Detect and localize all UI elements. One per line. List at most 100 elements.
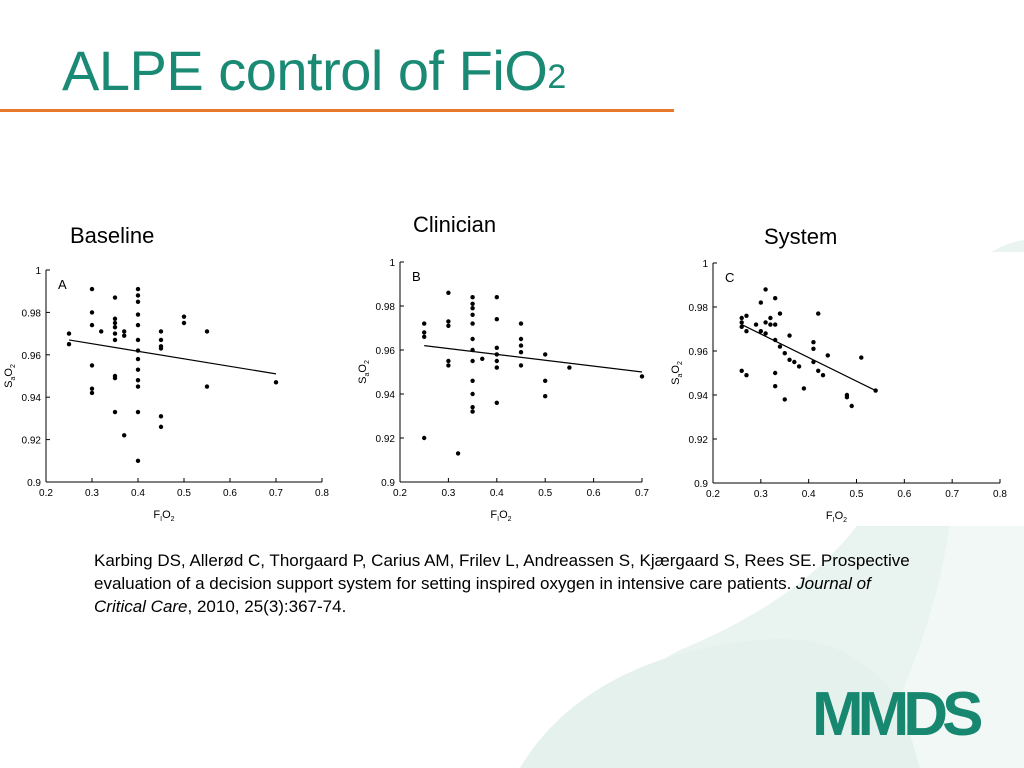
data-point bbox=[89, 390, 95, 396]
data-point bbox=[758, 300, 764, 305]
data-point bbox=[112, 316, 118, 321]
x-tick-label: 0.8 bbox=[315, 488, 329, 499]
data-point bbox=[122, 433, 127, 438]
data-point bbox=[772, 370, 778, 376]
title-underline bbox=[0, 109, 674, 112]
data-point bbox=[772, 384, 778, 389]
data-point bbox=[112, 337, 118, 343]
data-point bbox=[446, 319, 451, 324]
x-tick-label: 0.4 bbox=[802, 489, 816, 500]
data-point bbox=[135, 409, 141, 415]
data-point bbox=[744, 313, 749, 318]
x-tick-label: 0.6 bbox=[223, 488, 237, 499]
data-point bbox=[470, 358, 475, 364]
y-tick-label: 0.9 bbox=[694, 479, 708, 490]
scatter-plot-baseline: 0.2 0.3 0.4 0.5 0.6 0.7 0.8 0.9 0.92 0.94 0.96 0.98… bbox=[0, 258, 338, 526]
data-point bbox=[135, 458, 141, 463]
x-tick-label: 0.5 bbox=[177, 488, 191, 499]
data-point bbox=[744, 373, 749, 378]
data-point bbox=[470, 321, 475, 326]
data-point bbox=[158, 414, 164, 419]
data-point bbox=[89, 286, 95, 292]
x-tick-label: 0.7 bbox=[269, 488, 283, 499]
x-axis-label: FIO2 bbox=[153, 509, 174, 523]
data-point bbox=[89, 310, 95, 315]
data-point bbox=[518, 343, 524, 348]
data-point bbox=[543, 352, 548, 357]
mmds-logo: MMDS bbox=[812, 685, 987, 741]
y-tick-label: 0.98 bbox=[22, 308, 42, 319]
data-point bbox=[112, 331, 118, 336]
label-clinician: Clinician bbox=[413, 212, 497, 237]
data-point bbox=[470, 295, 475, 300]
data-point bbox=[494, 345, 499, 350]
data-point bbox=[89, 322, 95, 328]
reference-text: Karbing DS, Allerød C, Thorgaard P, Cari… bbox=[94, 551, 910, 593]
data-point bbox=[849, 403, 854, 409]
data-point bbox=[112, 375, 118, 381]
data-point bbox=[763, 320, 768, 325]
x-tick-label: 0.3 bbox=[441, 488, 455, 499]
data-point bbox=[518, 321, 524, 326]
x-tick-label: 0.6 bbox=[587, 488, 601, 499]
data-point bbox=[480, 356, 485, 361]
data-point bbox=[422, 334, 427, 339]
x-tick-label: 0.2 bbox=[39, 488, 53, 499]
data-point bbox=[470, 378, 475, 383]
data-point bbox=[122, 329, 127, 334]
data-point bbox=[758, 329, 764, 334]
data-point bbox=[135, 322, 141, 328]
data-point bbox=[777, 311, 783, 316]
data-point bbox=[811, 340, 816, 345]
data-point bbox=[859, 355, 864, 360]
y-tick-label: 1 bbox=[702, 259, 708, 270]
data-point bbox=[844, 392, 850, 398]
data-point bbox=[446, 358, 451, 364]
title-subscript: 2 bbox=[547, 58, 566, 96]
data-point bbox=[470, 301, 475, 306]
data-point bbox=[543, 378, 548, 383]
data-point bbox=[744, 329, 749, 334]
data-point bbox=[820, 373, 826, 378]
data-point bbox=[135, 337, 141, 343]
data-point bbox=[494, 358, 499, 364]
data-point bbox=[470, 405, 475, 410]
title-main: ALPE control of FiO bbox=[62, 39, 548, 102]
data-point bbox=[204, 384, 210, 389]
data-point bbox=[811, 346, 816, 351]
y-axis-label: SaO2 bbox=[3, 364, 17, 388]
data-point bbox=[135, 312, 141, 317]
logo-text: MMDS bbox=[812, 685, 981, 741]
regression-line bbox=[424, 345, 643, 373]
data-point bbox=[796, 364, 802, 369]
data-point bbox=[470, 312, 475, 317]
data-point bbox=[816, 311, 821, 316]
data-point bbox=[446, 363, 451, 368]
data-point bbox=[135, 378, 141, 383]
x-tick-label: 0.7 bbox=[945, 489, 959, 500]
label-baseline: Baseline bbox=[70, 223, 155, 248]
data-point bbox=[135, 356, 141, 362]
data-point bbox=[204, 329, 210, 334]
y-tick-label: 0.98 bbox=[376, 302, 396, 313]
data-point bbox=[772, 296, 778, 301]
data-point bbox=[787, 333, 792, 338]
data-point bbox=[112, 325, 118, 330]
data-point bbox=[89, 363, 95, 368]
data-point bbox=[768, 315, 773, 321]
y-tick-label: 1 bbox=[389, 258, 395, 269]
data-point bbox=[470, 409, 475, 414]
data-point bbox=[792, 359, 797, 365]
data-point bbox=[494, 317, 499, 322]
data-point bbox=[470, 336, 475, 342]
data-point bbox=[89, 386, 95, 391]
data-point bbox=[763, 331, 768, 336]
data-point bbox=[112, 320, 118, 326]
y-axis-label: SaO2 bbox=[357, 360, 371, 384]
data-point bbox=[470, 306, 475, 311]
x-tick-label: 0.5 bbox=[538, 488, 552, 499]
data-point bbox=[135, 286, 141, 292]
slide-title: ALPE control of FiO2 bbox=[62, 38, 566, 103]
y-tick-label: 0.98 bbox=[689, 303, 709, 314]
data-point bbox=[768, 322, 773, 327]
